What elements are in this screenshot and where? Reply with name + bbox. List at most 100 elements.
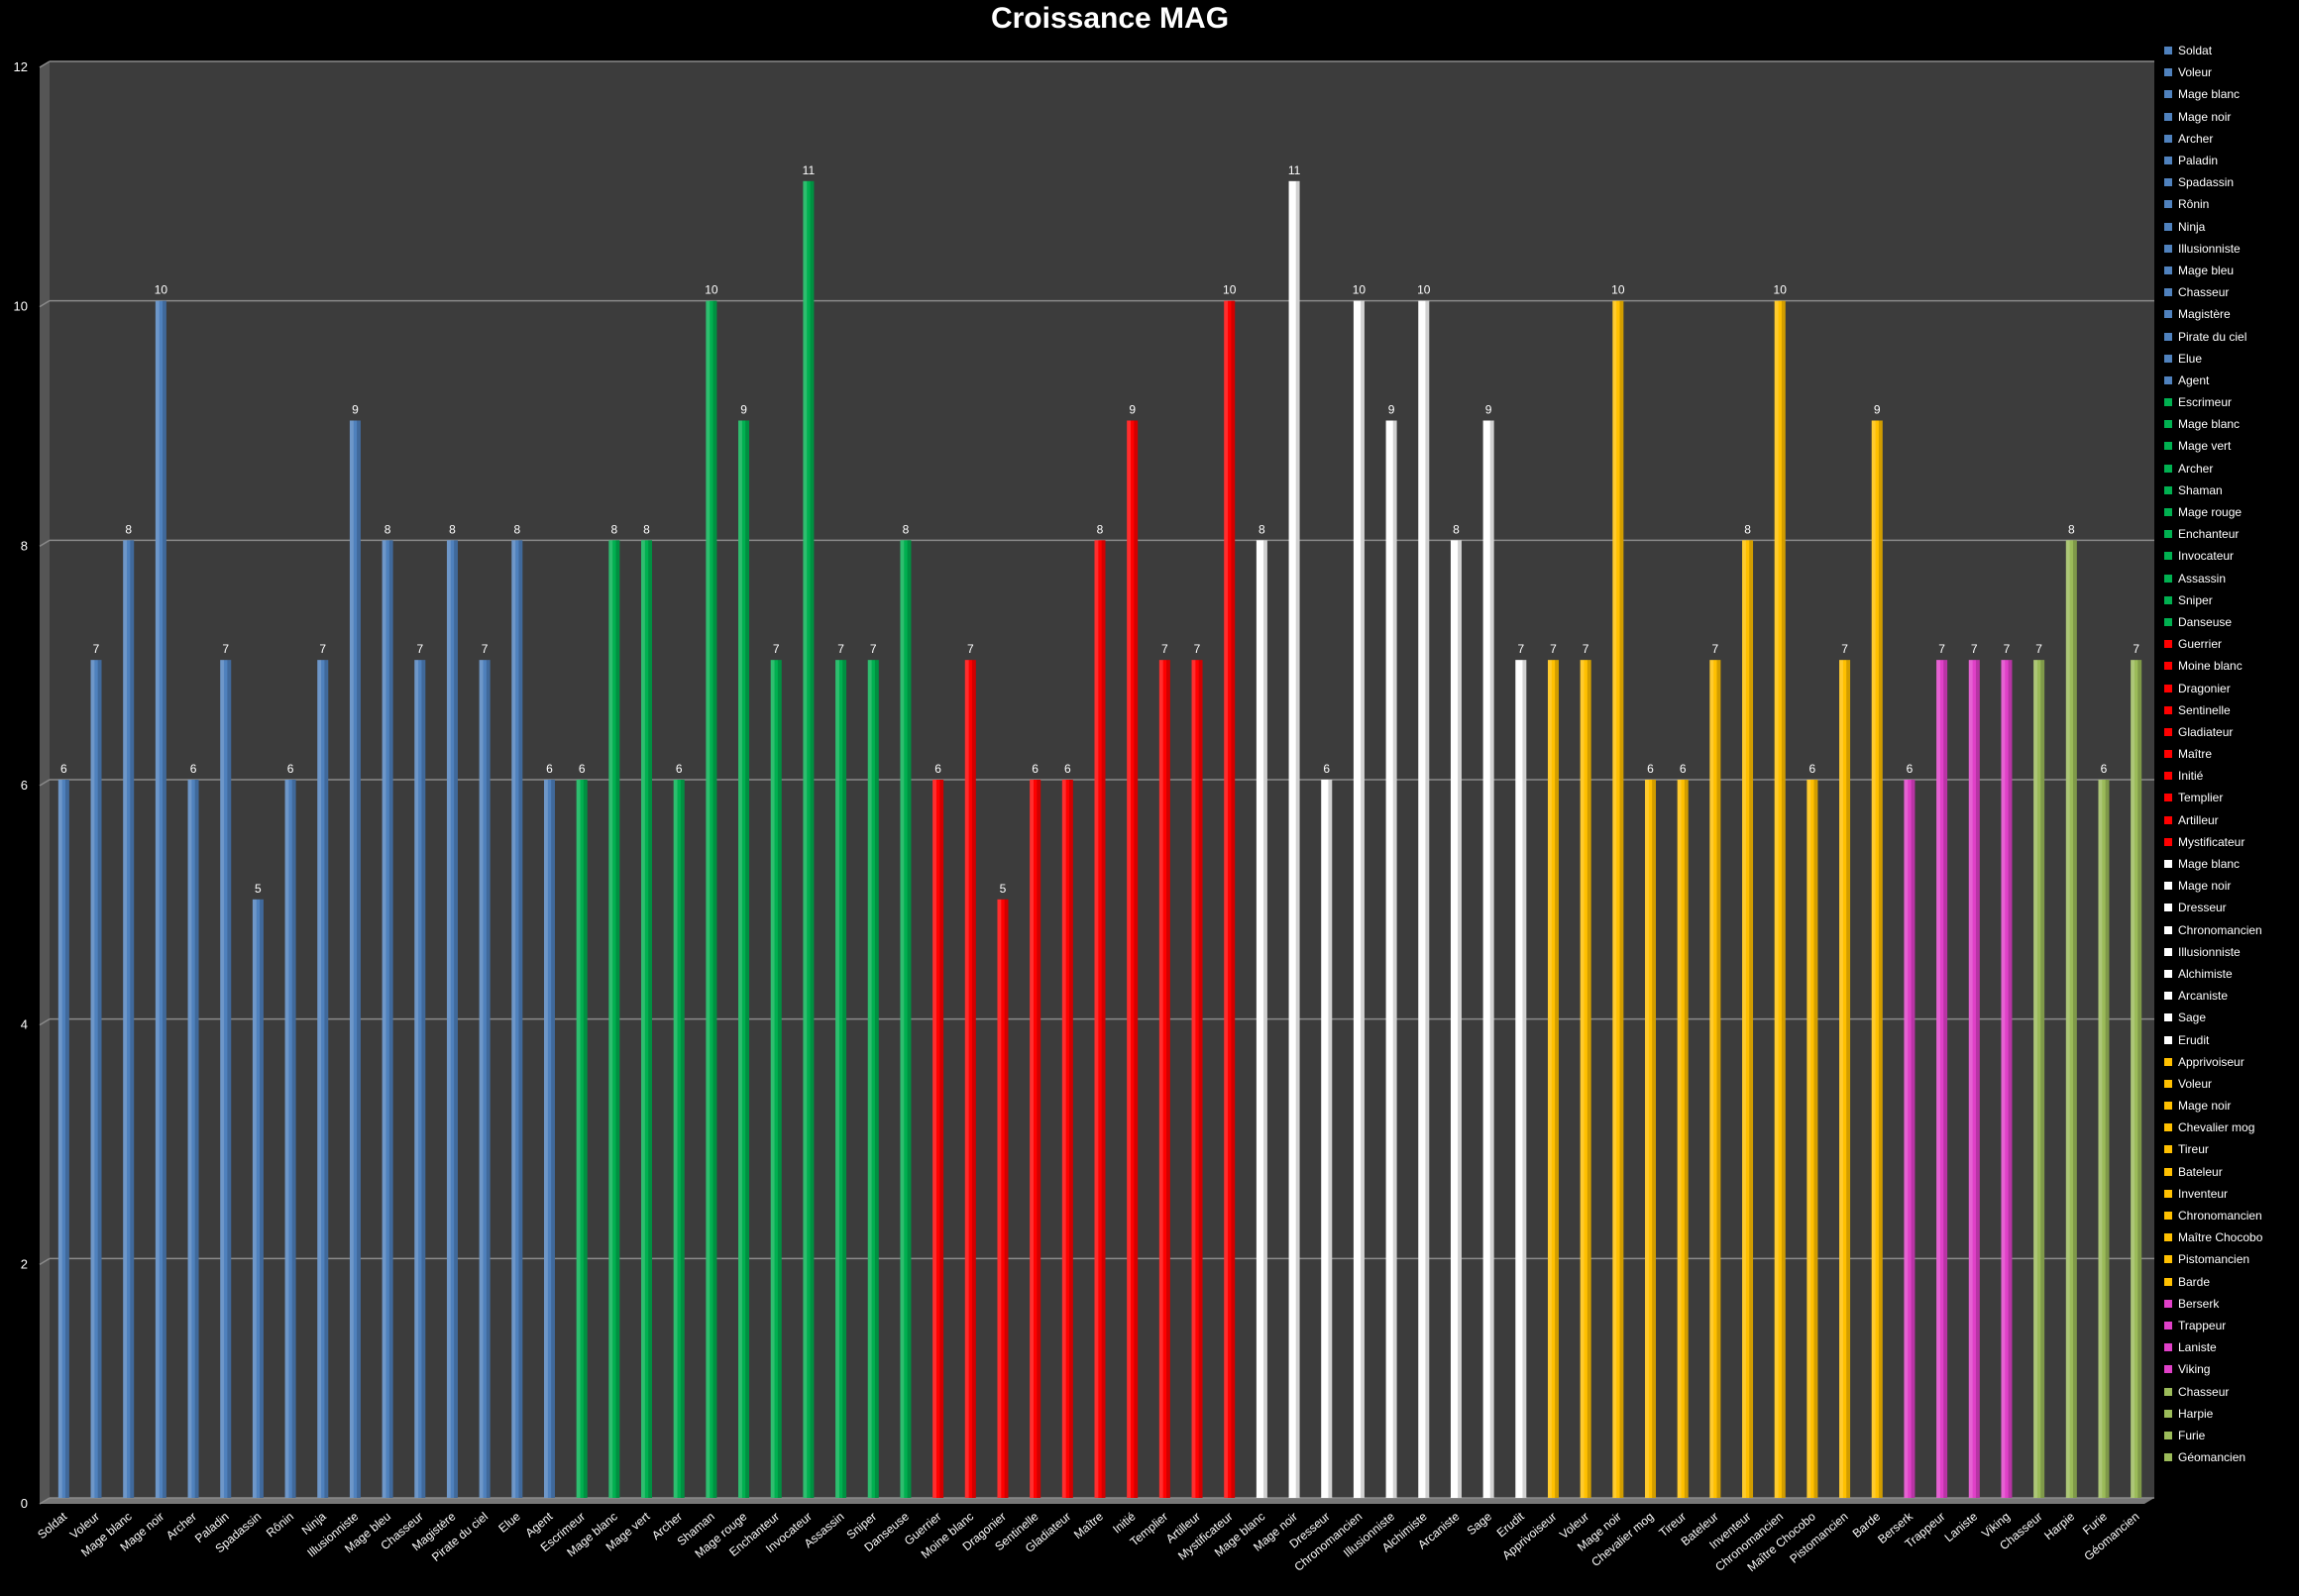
legend-item: Erudit [2164,1028,2293,1050]
bar-highlight [1256,540,1260,1498]
legend-item: Laniste [2164,1336,2293,1358]
bar [1839,660,1851,1498]
bar-highlight [317,660,322,1498]
bar-shade [1328,780,1333,1498]
legend-item: Chasseur [2164,281,2293,303]
data-label: 7 [870,642,877,656]
legend-swatch [2164,552,2172,561]
bar-highlight [706,300,711,1499]
bar-shade [357,420,361,1498]
legend-item: Apprivoiseur [2164,1051,2293,1073]
bar [997,899,1009,1498]
bar [1645,780,1657,1498]
bar-highlight [284,780,289,1498]
data-label: 7 [2004,642,2011,656]
data-label: 7 [1583,642,1589,656]
legend-item: Magistère [2164,303,2293,325]
bar [220,660,232,1498]
legend-label: Tireur [2178,1142,2209,1157]
legend-swatch [2164,485,2172,494]
legend-label: Paladin [2178,154,2219,168]
bar-shade [1295,180,1300,1498]
legend-item: Invocateur [2164,545,2293,567]
legend-label: Mage bleu [2178,263,2235,277]
legend-swatch [2164,68,2172,77]
bar-highlight [932,780,936,1498]
y-tick-label: 0 [21,1496,28,1511]
data-label: 6 [1064,762,1071,776]
legend-swatch [2164,112,2172,121]
data-label: 6 [1032,762,1039,776]
legend-label: Assassin [2178,571,2227,585]
y-tick-label: 8 [21,538,28,553]
legend-label: Agent [2178,372,2210,387]
bar-highlight [414,660,419,1498]
bar-shade [486,660,491,1498]
legend-item: Trappeur [2164,1315,2293,1336]
data-label: 11 [803,163,816,177]
bar-shade [1134,420,1139,1498]
bar-highlight [964,660,969,1498]
data-label: 7 [837,642,844,656]
bar-shade [2008,660,2013,1498]
bar-shade [1489,420,1494,1498]
bar-highlight [252,899,257,1498]
legend-swatch [2164,815,2172,824]
data-label: 6 [1647,762,1654,776]
data-label: 6 [546,762,553,776]
x-tick-label: Maître [1071,1509,1106,1542]
legend-label: Danseuse [2178,614,2233,629]
legend-label: Spadassin [2178,175,2235,190]
legend-swatch [2164,178,2172,187]
bar-highlight [1030,780,1034,1498]
bar-highlight [1418,300,1423,1499]
legend-label: Mage vert [2178,439,2232,454]
y-tick-label: 10 [14,299,28,314]
bar-shade [130,540,135,1498]
bar-shade [2137,660,2142,1498]
legend-item: Mystificateur [2164,831,2293,853]
legend-swatch [2164,1453,2172,1462]
legend-swatch [2164,1365,2172,1374]
x-tick-label: Soldat [35,1509,70,1542]
legend-label: Viking [2178,1362,2211,1377]
legend-swatch [2164,947,2172,956]
legend-label: Sage [2178,1011,2207,1025]
legend-swatch [2164,157,2172,165]
legend-item: Elue [2164,348,2293,370]
data-label: 9 [1129,403,1136,417]
bar-shade [907,540,912,1498]
legend-item: Sage [2164,1007,2293,1028]
data-label: 9 [1485,403,1492,417]
bar-shade [1101,540,1106,1498]
data-label: 7 [967,642,974,656]
bar [1061,780,1073,1498]
legend-item: Pirate du ciel [2164,325,2293,347]
bar-shade [1652,780,1657,1498]
data-label: 6 [579,762,586,776]
legend-item: Guerrier [2164,633,2293,655]
data-label: 6 [676,762,683,776]
bar-shade [842,660,847,1498]
legend-item: Moine blanc [2164,655,2293,677]
legend-swatch [2164,837,2172,846]
data-label: 8 [449,522,456,536]
data-label: 9 [1388,403,1395,417]
data-label: 6 [1680,762,1687,776]
bar-shade [324,660,329,1498]
legend-swatch [2164,794,2172,802]
legend-swatch [2164,595,2172,604]
legend-item: Shaman [2164,479,2293,501]
bar-shade [1749,540,1754,1498]
legend-item: Templier [2164,787,2293,808]
bar-highlight [1450,540,1455,1498]
legend-item: Mage noir [2164,1095,2293,1117]
data-label: 7 [416,642,423,656]
bar [123,540,135,1498]
bar [1321,780,1333,1498]
gridline-side [39,300,51,308]
legend-item: Viking [2164,1358,2293,1380]
legend-swatch [2164,1343,2172,1352]
legend-label: Sentinelle [2178,702,2231,717]
